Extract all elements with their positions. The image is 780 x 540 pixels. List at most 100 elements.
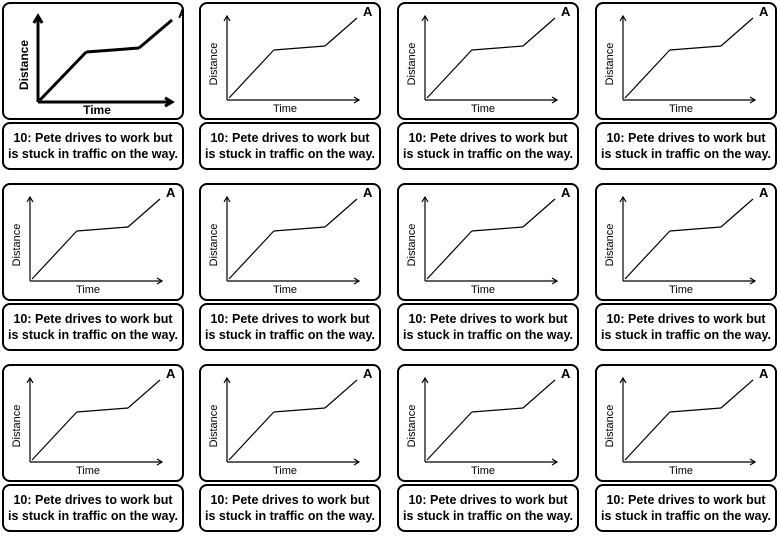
- graph-segment-2: [471, 45, 524, 51]
- x-axis-label: Time: [76, 284, 100, 296]
- y-axis-label: Distance: [406, 405, 418, 448]
- x-axis-label: Time: [273, 465, 297, 477]
- graph-segment-1: [426, 230, 473, 280]
- y-axis-label: Distance: [11, 405, 23, 448]
- y-axis-arrowhead: [26, 376, 34, 384]
- distance-time-graph: A Time Distance: [406, 4, 571, 115]
- x-axis-arrowhead: [353, 277, 361, 285]
- y-axis-arrowhead: [223, 376, 231, 384]
- graph-segment-2: [76, 407, 129, 413]
- graph-card: A Time Distance: [595, 2, 777, 120]
- scenario-text: 10: Pete drives to work but is stuck in …: [205, 312, 375, 342]
- y-axis-arrowhead: [619, 14, 627, 22]
- x-axis-arrowhead: [749, 458, 757, 466]
- point-label: A: [759, 185, 769, 200]
- graph-segment-3: [720, 17, 754, 47]
- x-axis-label: Time: [273, 284, 297, 296]
- point-label: A: [363, 185, 373, 200]
- distance-time-graph: A Time Distance: [208, 185, 373, 296]
- x-axis-label: Time: [669, 284, 693, 296]
- y-axis-arrowhead: [619, 376, 627, 384]
- graph-segment-3: [720, 379, 754, 409]
- point-label: A: [561, 366, 571, 381]
- graph-segment-1: [426, 49, 473, 99]
- y-axis-arrowhead: [26, 195, 34, 203]
- x-axis-label: Time: [471, 465, 495, 477]
- scenario-text: 10: Pete drives to work but is stuck in …: [8, 493, 178, 523]
- graph-segment-2: [669, 407, 722, 413]
- scenario-card: 10: Pete drives to work but is stuck in …: [397, 122, 579, 170]
- y-axis-label: Distance: [208, 43, 220, 86]
- y-axis-label: Distance: [604, 405, 616, 448]
- scenario-card: 10: Pete drives to work but is stuck in …: [199, 484, 381, 532]
- scenario-text: 10: Pete drives to work but is stuck in …: [8, 131, 178, 161]
- y-axis-label: Distance: [604, 224, 616, 267]
- x-axis-label: Time: [76, 465, 100, 477]
- x-axis-label: Time: [669, 103, 693, 115]
- graph-segment-2: [273, 407, 326, 413]
- graph-segment-3: [127, 198, 161, 228]
- y-axis-label: Distance: [11, 224, 23, 267]
- graph-card: A Time Distance: [2, 2, 184, 120]
- graph-card: A Time Distance: [397, 364, 579, 482]
- graph-segment-1: [426, 411, 473, 461]
- x-axis-arrowhead: [749, 277, 757, 285]
- graph-segment-1: [624, 230, 671, 280]
- point-label: A: [561, 185, 571, 200]
- graph-segment-1: [31, 411, 78, 461]
- distance-time-graph: A Time Distance: [604, 4, 769, 115]
- distance-time-graph: A Time Distance: [11, 185, 176, 296]
- y-axis-label: Distance: [406, 224, 418, 267]
- graph-segment-2: [669, 226, 722, 232]
- distance-time-graph: A Time Distance: [406, 185, 571, 296]
- graph-segment-3: [138, 18, 173, 50]
- scenario-card: 10: Pete drives to work but is stuck in …: [595, 122, 777, 170]
- point-label: A: [166, 366, 176, 381]
- graph-segment-1: [228, 411, 275, 461]
- x-axis-arrowhead: [551, 458, 559, 466]
- graph-card: A Time Distance: [199, 2, 381, 120]
- graph-segment-2: [471, 407, 524, 413]
- x-axis-label: Time: [273, 103, 297, 115]
- graph-segment-3: [324, 379, 358, 409]
- x-axis-arrowhead: [353, 458, 361, 466]
- point-label: A: [178, 6, 182, 21]
- graph-segment-3: [127, 379, 161, 409]
- y-axis-arrowhead: [421, 14, 429, 22]
- graph-segment-1: [31, 230, 78, 280]
- graph-card: A Time Distance: [199, 364, 381, 482]
- graph-segment-2: [669, 45, 722, 51]
- y-axis-arrowhead: [223, 195, 231, 203]
- graph-segment-1: [228, 49, 275, 99]
- graph-segment-3: [720, 198, 754, 228]
- graph-segment-3: [522, 17, 556, 47]
- graph-card: A Time Distance: [2, 364, 184, 482]
- scenario-text: 10: Pete drives to work but is stuck in …: [403, 493, 573, 523]
- point-label: A: [363, 366, 373, 381]
- graph-segment-2: [273, 226, 326, 232]
- y-axis-arrowhead: [421, 376, 429, 384]
- graph-segment-1: [624, 49, 671, 99]
- graph-segment-2: [273, 45, 326, 51]
- x-axis-arrowhead: [164, 96, 175, 108]
- scenario-card: 10: Pete drives to work but is stuck in …: [595, 303, 777, 351]
- distance-time-graph: A Time Distance: [11, 366, 176, 477]
- scenario-text: 10: Pete drives to work but is stuck in …: [403, 312, 573, 342]
- y-axis-label: Distance: [208, 405, 220, 448]
- graph-segment-3: [522, 379, 556, 409]
- point-label: A: [166, 185, 176, 200]
- graph-segment-2: [86, 46, 140, 54]
- x-axis-arrowhead: [156, 458, 164, 466]
- y-axis-arrowhead: [421, 195, 429, 203]
- scenario-card: 10: Pete drives to work but is stuck in …: [199, 122, 381, 170]
- y-axis-arrowhead: [32, 13, 44, 24]
- distance-time-graph: A Time Distance: [406, 366, 571, 477]
- distance-time-graph: A Time Distance: [208, 366, 373, 477]
- graph-segment-2: [76, 226, 129, 232]
- graph-card: A Time Distance: [2, 183, 184, 301]
- y-axis-label: Distance: [17, 40, 31, 90]
- point-label: A: [759, 4, 769, 19]
- point-label: A: [759, 366, 769, 381]
- point-label: A: [561, 4, 571, 19]
- graph-card: A Time Distance: [397, 2, 579, 120]
